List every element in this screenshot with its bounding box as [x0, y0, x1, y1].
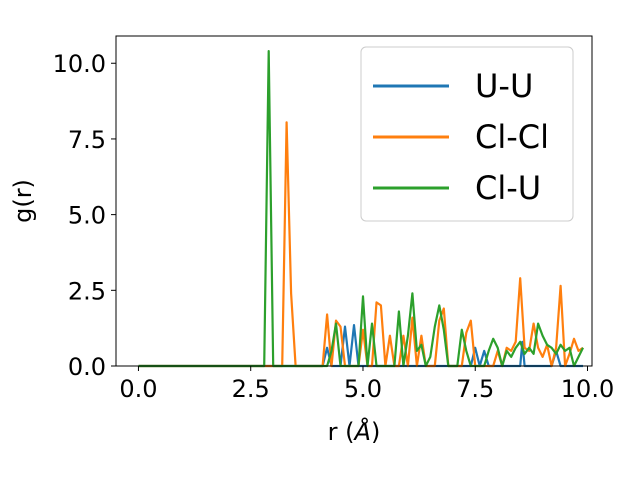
legend-label-u-u: U-U [475, 67, 533, 105]
y-axis: 0.0 2.5 5.0 7.5 10.0 [53, 50, 116, 381]
x-tick-label: 7.5 [456, 375, 494, 403]
x-tick-label: 0.0 [119, 375, 157, 403]
x-axis: 0.0 2.5 5.0 7.5 10.0 [119, 366, 614, 403]
y-tick-label: 7.5 [68, 126, 106, 154]
y-tick-label: 2.5 [68, 277, 106, 305]
y-tick-label: 5.0 [68, 202, 106, 230]
y-axis-label: g(r) [9, 179, 37, 223]
x-tick-label: 2.5 [232, 375, 270, 403]
plot-frame [115, 35, 593, 367]
series-line-cl-cl [138, 121, 584, 368]
legend: U-U Cl-Cl Cl-U [360, 46, 574, 222]
legend-box [360, 46, 574, 222]
legend-label-cl-u: Cl-U [475, 169, 541, 207]
x-tick-label: 5.0 [344, 375, 382, 403]
legend-label-cl-cl: Cl-Cl [475, 118, 549, 156]
x-axis-label: r (Å) [328, 417, 381, 446]
y-tick-label: 0.0 [68, 353, 106, 381]
y-tick-label: 10.0 [53, 50, 106, 78]
x-tick-label: 10.0 [561, 375, 614, 403]
